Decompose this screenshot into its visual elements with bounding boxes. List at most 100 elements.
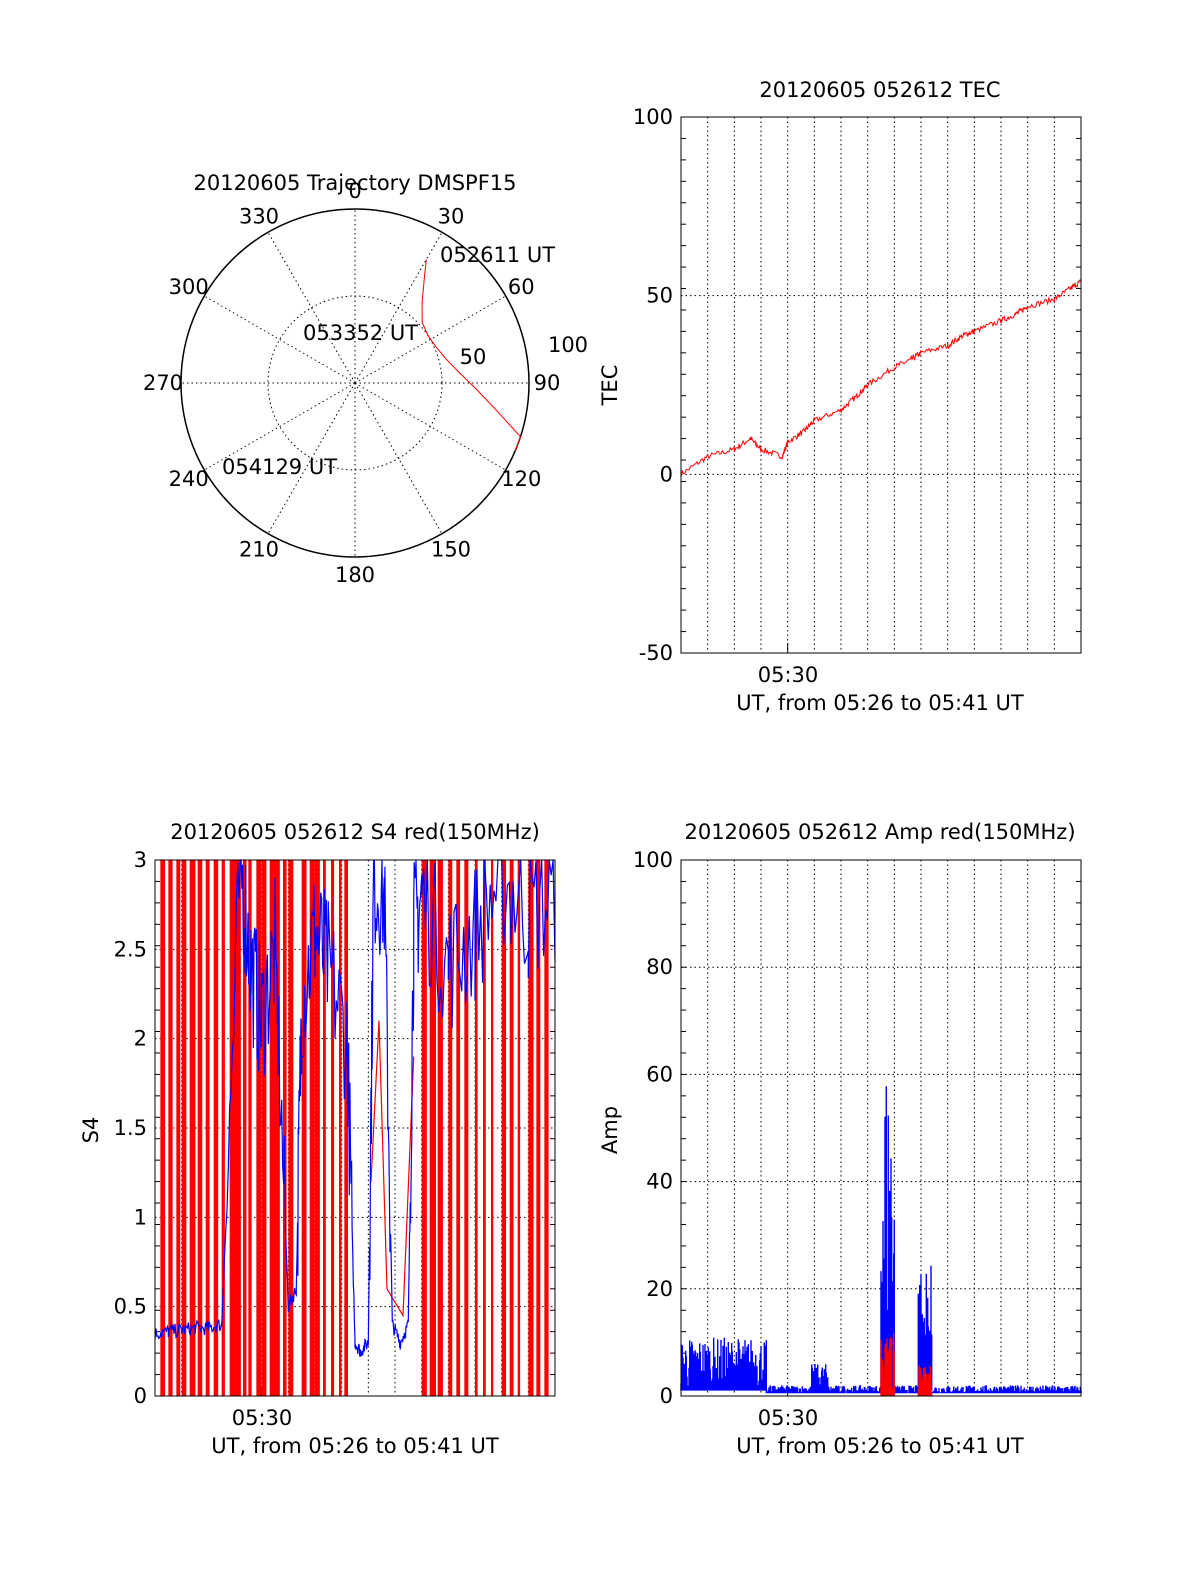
tec-y-tick-label: 100	[633, 105, 673, 129]
tec-y-tick-label: -50	[639, 641, 673, 665]
polar-azimuth-label: 210	[239, 537, 279, 561]
polar-chart: 20120605 Trajectory DMSPF15 0 30 60 90 120 15…	[143, 171, 588, 587]
amp-blue-segment	[765, 1385, 1082, 1394]
s4-blue-series	[154, 859, 556, 1357]
s4-red-spike	[248, 860, 252, 1396]
s4-red-spike	[491, 860, 494, 1396]
polar-outer-circle	[180, 208, 530, 558]
polar-azimuth-label: 300	[169, 275, 209, 299]
amp-title: 20120605 052612 Amp red(150MHz)	[684, 820, 1075, 844]
polar-spoke	[267, 232, 356, 384]
s4-red-spike	[275, 860, 280, 1396]
polar-radius-label-50: 50	[460, 345, 487, 369]
s4-red-spike	[301, 860, 307, 1396]
polar-title: 20120605 Trajectory DMSPF15	[193, 171, 516, 195]
s4-red-spike	[517, 860, 521, 1396]
s4-y-tick-label: 0	[134, 1384, 147, 1408]
s4-y-tick-label: 2	[134, 1027, 147, 1051]
tec-series-line	[680, 279, 1082, 478]
s4-red-spike	[181, 860, 187, 1396]
s4-red-spike	[235, 860, 241, 1396]
s4-red-spike	[309, 860, 315, 1396]
s4-red-spike	[243, 860, 247, 1396]
polar-spoke	[354, 232, 443, 384]
trajectory-line	[421, 259, 522, 452]
s4-y-tick-label: 1.5	[114, 1116, 147, 1140]
s4-red-spike	[509, 860, 514, 1396]
s4-title: 20120605 052612 S4 red(150MHz)	[170, 820, 540, 844]
amp-y-tick-label: 20	[646, 1277, 673, 1301]
amp-y-tick-label: 80	[646, 955, 673, 979]
polar-azimuth-label: 60	[508, 275, 535, 299]
s4-red-spike	[288, 860, 294, 1396]
trajectory-label-end: 054129 UT	[222, 455, 337, 479]
tec-title: 20120605 052612 TEC	[759, 78, 1000, 102]
tec-y-tick-label: 50	[646, 284, 673, 308]
polar-azimuth-label: 0	[348, 179, 361, 203]
s4-red-spike	[344, 860, 349, 1396]
tec-chart: 20120605 052612 TEC -50 0 50 100 05:30 UT, …	[598, 78, 1082, 715]
s4-red-spike	[221, 860, 225, 1396]
s4-red-spike	[528, 860, 534, 1396]
s4-chart: 20120605 052612 S4 red(150MHz) 0 0.5 1 1.5 2…	[79, 820, 556, 1458]
polar-azimuth-labels: 0 30 60 90 120 150 180 210 240 270 300 330	[143, 179, 560, 587]
s4-y-tick-label: 3	[134, 848, 147, 872]
polar-azimuth-label: 150	[431, 537, 471, 561]
s4-red-spike	[544, 860, 549, 1396]
polar-spoke	[354, 382, 443, 534]
s4-x-tick-label: 05:30	[232, 1406, 293, 1430]
amp-x-tick-label: 05:30	[758, 1406, 819, 1430]
s4-red-spike	[283, 860, 287, 1396]
s4-red-spike	[205, 860, 210, 1396]
polar-grid	[181, 209, 529, 557]
amp-y-tick-label: 60	[646, 1062, 673, 1086]
s4-red-series	[160, 860, 549, 1396]
s4-red-spike	[421, 860, 427, 1396]
amp-y-tick-label: 100	[633, 848, 673, 872]
s4-red-spike	[429, 860, 437, 1396]
trajectory-label-start: 052611 UT	[440, 243, 555, 267]
s4-red-spike	[229, 860, 236, 1396]
s4-red-spike	[475, 860, 478, 1396]
amp-y-tick-label: 40	[646, 1170, 673, 1194]
s4-red-spike	[536, 860, 541, 1396]
amp-red-segment	[917, 1365, 933, 1396]
tec-y-tick-label: 0	[660, 462, 673, 486]
polar-azimuth-label: 330	[239, 205, 279, 229]
s4-red-spike	[331, 860, 335, 1396]
amp-series	[680, 1086, 1082, 1396]
amp-blue-segment	[680, 1337, 767, 1391]
polar-spoke	[204, 295, 356, 384]
polar-radius-label-100: 100	[548, 333, 588, 357]
polar-spoke	[267, 382, 356, 534]
s4-red-spike	[197, 860, 203, 1396]
s4-red-spike	[261, 860, 267, 1396]
polar-spoke	[204, 382, 356, 471]
tec-x-tick-label: 05:30	[758, 663, 819, 687]
s4-red-spike	[269, 860, 277, 1396]
s4-y-tick-label: 2.5	[114, 937, 147, 961]
polar-azimuth-label: 30	[438, 205, 465, 229]
s4-y-tick-labels: 0 0.5 1 1.5 2 2.5 3	[114, 848, 147, 1408]
tec-grid	[681, 116, 1081, 654]
polar-azimuth-label: 180	[335, 563, 375, 587]
s4-red-spike	[323, 860, 326, 1396]
polar-azimuth-label: 120	[501, 467, 541, 491]
s4-red-spike	[176, 860, 181, 1396]
s4-red-spike	[464, 860, 469, 1396]
s4-red-spike	[448, 860, 453, 1396]
tec-y-axis-label: TEC	[598, 365, 622, 407]
s4-x-axis-label: UT, from 05:26 to 05:41 UT	[211, 1434, 499, 1458]
s4-red-spike	[160, 860, 166, 1396]
s4-red-spike	[483, 860, 486, 1396]
s4-red-spike	[339, 860, 342, 1396]
trajectory-label-mid: 053352 UT	[303, 321, 418, 345]
polar-azimuth-label: 90	[534, 371, 561, 395]
polar-azimuth-label: 240	[169, 467, 209, 491]
amp-chart: 20120605 052612 Amp red(150MHz) 0 20 40 60 8…	[598, 820, 1082, 1458]
amp-y-tick-labels: 0 20 40 60 80 100	[633, 848, 673, 1408]
tec-plot-frame	[680, 116, 1082, 654]
s4-red-spike	[501, 860, 507, 1396]
tec-x-axis-label: UT, from 05:26 to 05:41 UT	[736, 691, 1024, 715]
